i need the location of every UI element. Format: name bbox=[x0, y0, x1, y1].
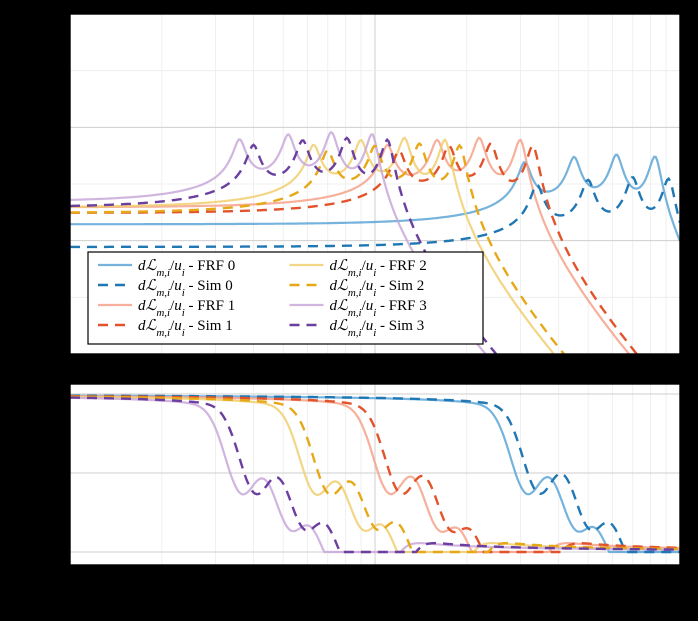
ylabel-phase: Phase (rad) bbox=[7, 438, 24, 510]
xlabel: Frequency (Hz) bbox=[325, 594, 426, 611]
ytick-phase: -π bbox=[48, 546, 61, 561]
ytick-mag: -80 bbox=[41, 121, 60, 136]
figure-svg: 100101102-120-100-80-60-π-π/20Magnitude … bbox=[0, 0, 698, 621]
bode-plot-figure: 100101102-120-100-80-60-π-π/20Magnitude … bbox=[0, 0, 698, 621]
ytick-phase: 0 bbox=[53, 388, 60, 403]
ytick-phase: -π/2 bbox=[37, 467, 60, 482]
ytick-mag: -120 bbox=[34, 348, 60, 363]
ytick-mag: -60 bbox=[41, 8, 60, 23]
ylabel-mag: Magnitude (dB) bbox=[7, 133, 24, 236]
ytick-mag: -100 bbox=[34, 235, 60, 250]
